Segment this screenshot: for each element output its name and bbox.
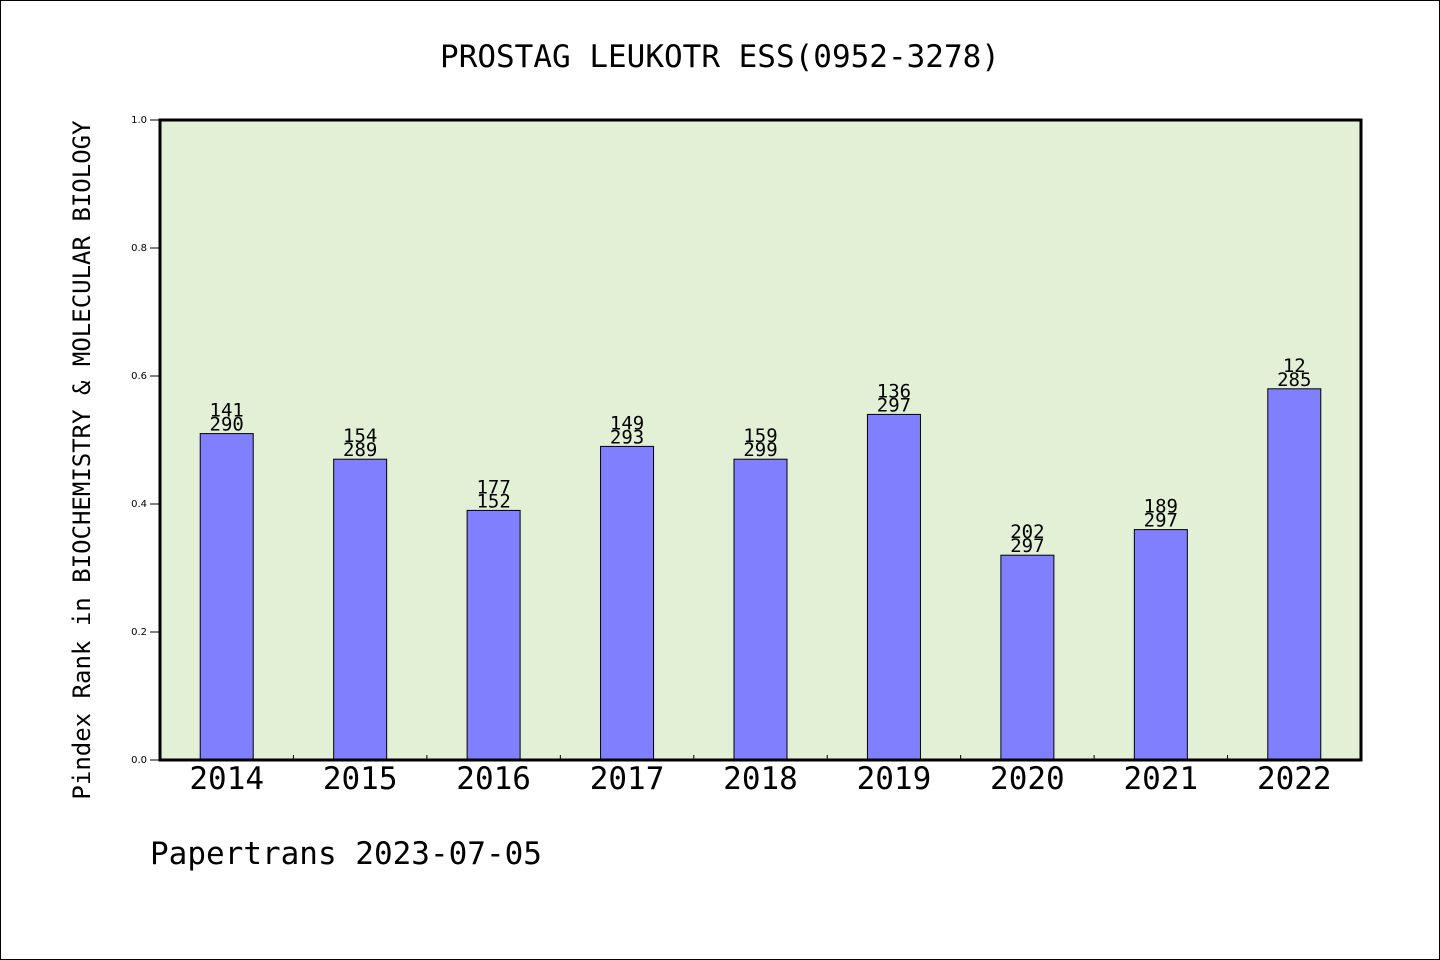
bar [466, 509, 521, 761]
bars [199, 388, 1322, 761]
y-tick-label: 0.6 [131, 371, 147, 382]
bar [600, 445, 655, 761]
x-axis: 2014 2015 2016 2017 2018 2019 2020 2021 2022 [189, 755, 1332, 797]
data-label-bottom: 299 [743, 439, 777, 461]
data-label-top: 141 [210, 400, 244, 422]
y-tick-label: 1.0 [131, 115, 147, 126]
data-label-bottom: 297 [1144, 510, 1178, 532]
x-tick-label: 2021 [1124, 761, 1199, 797]
data-label-bottom: 293 [610, 426, 644, 448]
x-tick-label: 2014 [189, 761, 264, 797]
data-label-bottom: 285 [1277, 369, 1311, 391]
y-tick-label: 0.0 [131, 755, 147, 766]
footer-credit: Papertrans 2023-07-05 [150, 836, 542, 872]
plot-border [158, 118, 1363, 762]
data-label-top: 202 [1010, 521, 1044, 543]
bar [733, 458, 788, 761]
bar [1267, 388, 1322, 761]
data-label-top: 189 [1144, 496, 1178, 518]
x-tick-label: 2016 [456, 761, 531, 797]
bar [1000, 554, 1055, 761]
data-label-bottom: 290 [210, 414, 244, 436]
data-label-bottom: 289 [343, 439, 377, 461]
chart-title: PROSTAG LEUKOTR ESS(0952-3278) [440, 39, 1000, 75]
bar [199, 433, 254, 761]
data-label-top: 12 [1283, 355, 1306, 377]
y-tick-label: 0.8 [131, 243, 147, 254]
bar [333, 458, 388, 761]
x-tick-label: 2017 [590, 761, 665, 797]
data-label-bottom: 297 [1010, 535, 1044, 557]
x-tick-label: 2020 [990, 761, 1065, 797]
x-tick-label: 2018 [723, 761, 798, 797]
x-tick-label: 2015 [323, 761, 398, 797]
y-tick-label: 0.4 [131, 499, 147, 510]
y-tick-label: 0.2 [131, 627, 147, 638]
bar [866, 413, 921, 761]
data-label-top: 177 [476, 476, 510, 498]
data-label-top: 154 [343, 425, 377, 447]
data-label-bottom: 152 [476, 490, 510, 512]
bar [1133, 529, 1188, 761]
data-label-top: 149 [610, 412, 644, 434]
data-label-bottom: 297 [877, 394, 911, 416]
data-label-top: 159 [743, 425, 777, 447]
y-axis-label: Pindex Rank in BIOCHEMISTRY & MOLECULAR … [68, 120, 96, 800]
x-tick-label: 2019 [857, 761, 932, 797]
y-axis: 0.0 0.2 0.4 0.6 0.8 1.0 [131, 115, 160, 766]
data-label-top: 136 [877, 380, 911, 402]
x-tick-label: 2022 [1257, 761, 1332, 797]
